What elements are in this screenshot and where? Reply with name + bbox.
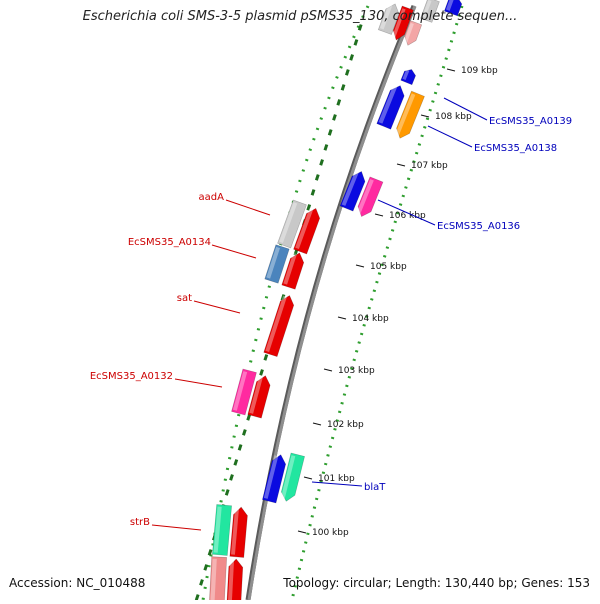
ruler-tick bbox=[194, 594, 200, 601]
ruler-tick bbox=[323, 144, 329, 151]
ruler-tick bbox=[310, 189, 316, 196]
ruler-label: 102 kbp bbox=[327, 420, 364, 430]
gene-arrow bbox=[293, 207, 321, 255]
ruler-tick bbox=[246, 414, 252, 421]
gene-arrow bbox=[247, 375, 271, 419]
ruler-label-tick bbox=[303, 476, 313, 480]
ruler-tick bbox=[263, 354, 269, 361]
gene-arrow bbox=[263, 295, 295, 358]
ruler-label: 109 kbp bbox=[461, 66, 498, 76]
gene-arrow bbox=[339, 171, 366, 212]
ruler-tick bbox=[242, 429, 247, 436]
ruler-tick bbox=[237, 444, 243, 451]
ruler-label-tick bbox=[374, 213, 384, 217]
gene-arrow bbox=[208, 556, 228, 604]
map-title: Escherichia coli SMS-3-5 plasmid pSMS35_… bbox=[82, 9, 518, 24]
gene-arrow bbox=[356, 176, 384, 217]
gene-arrow bbox=[395, 90, 425, 139]
gene-layer bbox=[208, 0, 463, 604]
gene-label-leader bbox=[193, 300, 241, 314]
ruler-tick bbox=[199, 579, 204, 586]
gene-arrow bbox=[264, 244, 290, 284]
ruler-label: 104 kbp bbox=[352, 314, 389, 324]
ruler-tick bbox=[314, 174, 320, 181]
gene-label-leader bbox=[225, 199, 271, 216]
gene-arrow bbox=[281, 252, 305, 290]
ruler-label: 103 kbp bbox=[338, 366, 375, 376]
ruler-tick bbox=[203, 564, 209, 571]
gene-arrow bbox=[280, 452, 305, 502]
accession-text: Accession: NC_010488 bbox=[9, 576, 146, 590]
gene-label-leader bbox=[377, 199, 436, 226]
gene-arrow bbox=[420, 0, 440, 23]
ruler-tick bbox=[207, 549, 213, 556]
gene-label: EcSMS35_A0139 bbox=[489, 116, 572, 127]
gene-label-leader bbox=[311, 481, 363, 487]
ruler-label-tick bbox=[312, 422, 322, 426]
ruler-label: 108 kbp bbox=[435, 112, 472, 122]
gene-label-leader bbox=[443, 97, 488, 121]
gene-arrow bbox=[443, 0, 463, 17]
gene-label-leader bbox=[174, 378, 223, 388]
gene-label: aadA bbox=[199, 192, 225, 203]
gene-label: EcSMS35_A0132 bbox=[90, 371, 173, 382]
gene-label-leader bbox=[211, 244, 257, 259]
gene-label: EcSMS35_A0136 bbox=[437, 221, 520, 232]
ruler-tick bbox=[327, 129, 333, 136]
ruler-label-tick bbox=[355, 264, 365, 268]
ruler-dots-outer bbox=[290, 5, 464, 601]
gene-arrow bbox=[376, 85, 405, 130]
gene-label: blaT bbox=[364, 482, 386, 493]
ruler-label-tick bbox=[420, 114, 430, 118]
ruler-label-tick bbox=[446, 68, 456, 72]
gene-arrow bbox=[403, 20, 423, 46]
gene-label: sat bbox=[177, 293, 192, 304]
gene-arrow bbox=[212, 504, 232, 556]
gene-arrow bbox=[229, 506, 248, 558]
ruler-tick bbox=[332, 114, 337, 121]
gene-arrow bbox=[377, 3, 400, 35]
ruler-tick bbox=[340, 84, 346, 91]
gene-label-leader bbox=[151, 524, 202, 531]
gene-arrow bbox=[226, 558, 244, 604]
ruler-label-tick bbox=[297, 530, 307, 534]
gene-label: EcSMS35_A0138 bbox=[474, 143, 557, 154]
ruler-tick bbox=[349, 54, 354, 61]
ruler-tick bbox=[259, 369, 264, 376]
gene-label: strB bbox=[130, 517, 150, 528]
ruler-tick bbox=[319, 159, 324, 166]
ruler-label: 107 kbp bbox=[411, 161, 448, 171]
ruler-tick bbox=[344, 69, 350, 76]
gene-arrow bbox=[392, 5, 414, 41]
ruler-label-tick bbox=[337, 316, 347, 320]
ruler-label: 106 kbp bbox=[389, 211, 426, 221]
gene-label: EcSMS35_A0134 bbox=[128, 237, 211, 248]
ruler-label: 101 kbp bbox=[318, 474, 355, 484]
ruler-tick bbox=[280, 294, 286, 301]
ruler-tick bbox=[306, 204, 312, 211]
ruler-tick bbox=[336, 99, 342, 106]
gene-label-leader bbox=[427, 125, 473, 148]
gene-arrow bbox=[262, 454, 286, 504]
ruler-label: 105 kbp bbox=[370, 262, 407, 272]
ruler-label: 100 kbp bbox=[312, 528, 349, 538]
ruler-tick bbox=[224, 489, 230, 496]
ruler-label-tick bbox=[396, 163, 406, 167]
gene-arrow bbox=[231, 368, 257, 416]
gene-arrow bbox=[400, 69, 416, 86]
topology-text: Topology: circular; Length: 130,440 bp; … bbox=[283, 576, 590, 590]
ruler-tick bbox=[353, 39, 359, 46]
ruler-tick bbox=[357, 24, 363, 31]
gene-arrow bbox=[277, 199, 307, 249]
ruler-label-tick bbox=[323, 368, 333, 372]
label-layer: EcSMS35_A0139 EcSMS35_A0138 EcSMS35_A0136b… bbox=[90, 97, 572, 531]
ruler-tick bbox=[233, 459, 239, 466]
ruler-tick bbox=[293, 249, 299, 256]
ruler-tick bbox=[229, 474, 234, 481]
